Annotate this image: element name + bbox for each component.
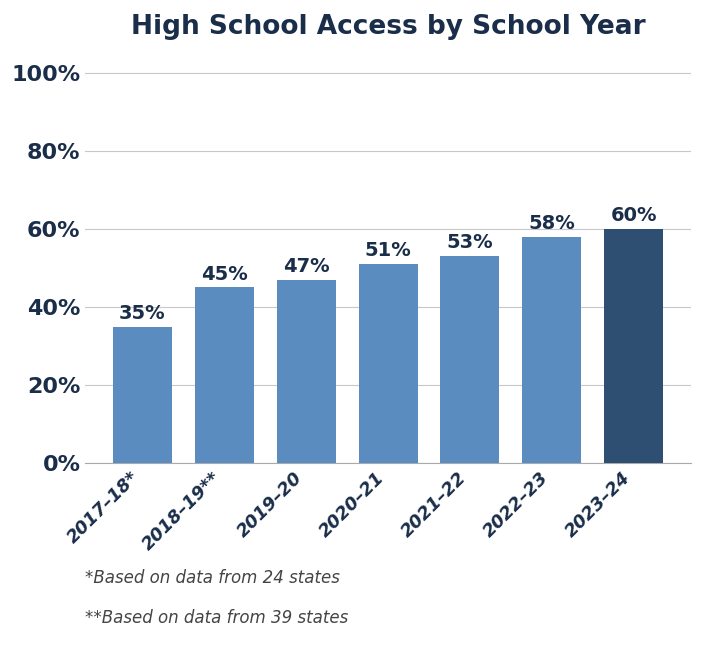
Bar <box>195 287 253 463</box>
Bar <box>604 229 663 463</box>
Text: 53%: 53% <box>446 233 493 252</box>
Text: **Based on data from 39 states: **Based on data from 39 states <box>85 609 349 627</box>
Text: 35%: 35% <box>119 304 166 322</box>
Title: High School Access by School Year: High School Access by School Year <box>131 13 645 40</box>
Bar <box>441 256 499 463</box>
Text: *Based on data from 24 states: *Based on data from 24 states <box>85 569 340 587</box>
Text: 60%: 60% <box>610 206 657 225</box>
Bar <box>523 237 581 463</box>
Bar <box>277 279 335 463</box>
Text: 58%: 58% <box>528 214 575 233</box>
Bar <box>359 264 417 463</box>
Bar <box>113 326 172 463</box>
Text: 51%: 51% <box>365 241 412 260</box>
Text: 47%: 47% <box>283 257 330 276</box>
Text: 45%: 45% <box>201 265 248 283</box>
